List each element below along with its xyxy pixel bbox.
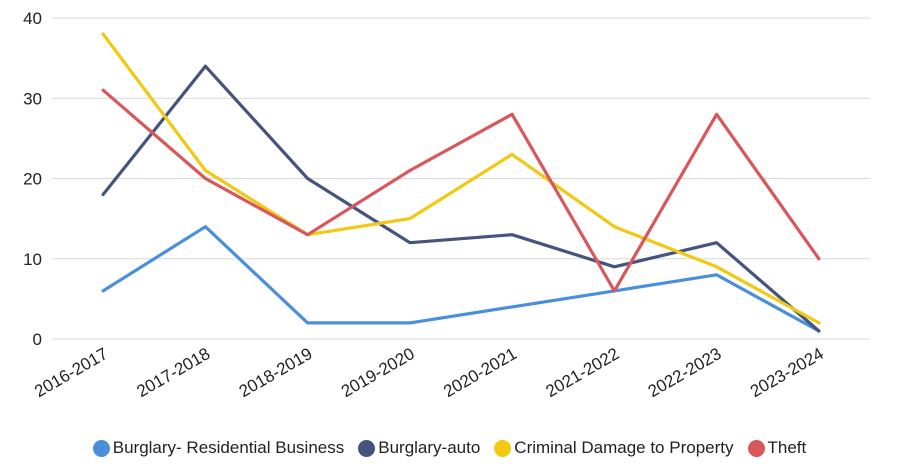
series-line	[101, 64, 821, 333]
y-tick-label: 30	[23, 89, 42, 108]
x-tick-label: 2019-2020	[338, 344, 418, 401]
y-axis-ticks: 0 10 20 30 40	[23, 9, 42, 349]
series-lines	[101, 32, 821, 333]
legend-item: Burglary- Residential Business	[92, 438, 345, 458]
legend-label: Burglary- Residential Business	[112, 438, 345, 457]
legend-swatch	[358, 439, 376, 457]
legend-label: Theft	[767, 438, 807, 457]
x-tick-label: 2017-2018	[133, 344, 213, 401]
series-line	[101, 32, 821, 325]
x-tick-label: 2018-2019	[236, 344, 316, 401]
series-line	[101, 88, 821, 293]
legend-swatch	[747, 439, 765, 457]
legend-label: Burglary-auto	[378, 438, 481, 457]
legend-swatch	[494, 439, 512, 457]
y-tick-label: 10	[23, 250, 42, 269]
x-tick-label: 2023-2024	[747, 344, 827, 401]
legend-label: Criminal Damage to Property	[514, 438, 734, 457]
x-axis-ticks: 2016-2017 2017-2018 2018-2019 2019-2020 2020…	[31, 344, 827, 401]
x-tick-label: 2022-2023	[645, 344, 725, 401]
y-tick-label: 0	[33, 330, 42, 349]
x-tick-label: 2021-2022	[542, 344, 622, 401]
series-line	[101, 225, 821, 333]
legend: Burglary- Residential Business Burglary-a…	[0, 438, 899, 458]
x-tick-label: 2016-2017	[31, 344, 111, 401]
y-tick-label: 20	[23, 170, 42, 189]
legend-item: Criminal Damage to Property	[494, 438, 734, 458]
x-tick-label: 2020-2021	[440, 344, 520, 401]
legend-swatch	[92, 439, 110, 457]
y-tick-label: 40	[23, 9, 42, 28]
legend-item: Burglary-auto	[358, 438, 480, 458]
legend-item: Theft	[747, 438, 807, 458]
